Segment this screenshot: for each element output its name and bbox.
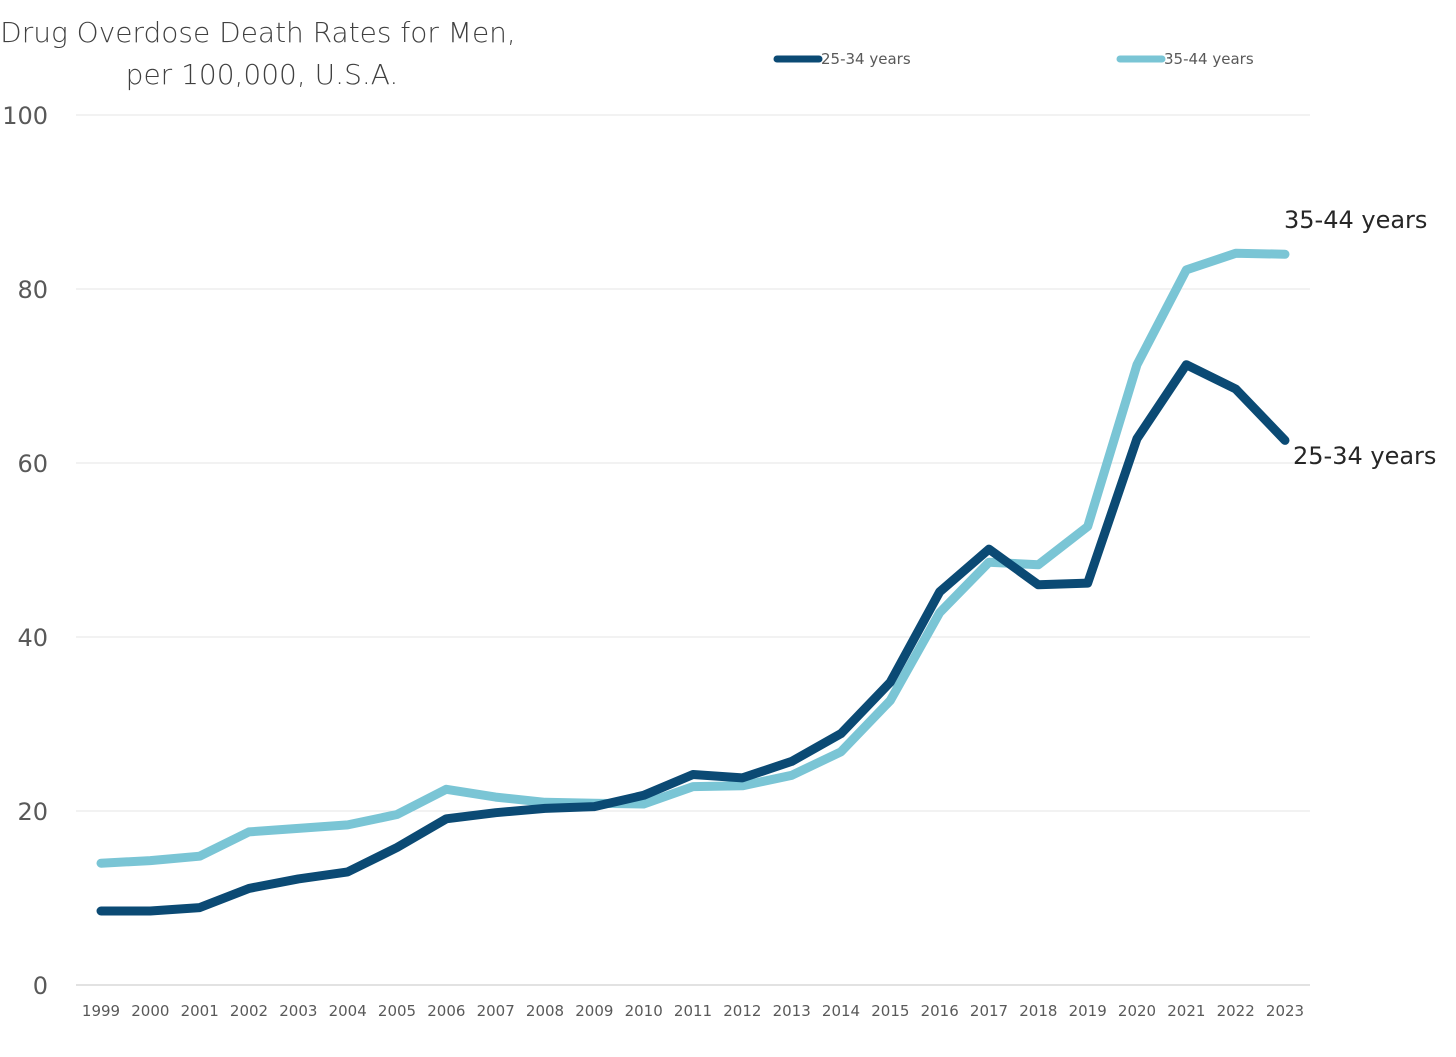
legend-item-25-34: 25-34 years (773, 50, 911, 68)
x-tick-label: 2003 (279, 1002, 317, 1020)
x-tick-label: 2000 (131, 1002, 169, 1020)
x-tick-label: 2016 (921, 1002, 959, 1020)
x-tick-label: 2011 (674, 1002, 712, 1020)
x-tick-label: 2021 (1167, 1002, 1205, 1020)
legend-label-25-34: 25-34 years (821, 50, 911, 68)
x-tick-label: 2004 (329, 1002, 367, 1020)
x-tick-label: 2014 (822, 1002, 860, 1020)
series-lines (96, 248, 1290, 916)
chart-title: Drug Overdose Death Rates for Men, per 1… (0, 16, 516, 91)
series-line-35-44-years (96, 248, 1290, 868)
x-axis: 1999 2000 2001 2002 2003 2004 2005 2006 2007 2008… (76, 984, 1310, 1020)
end-label-25-34-years: 25-34 years (1293, 442, 1436, 470)
y-tick-label: 60 (17, 450, 48, 478)
x-tick-label: 2012 (723, 1002, 761, 1020)
x-tick-label: 2017 (970, 1002, 1008, 1020)
x-tick-label: 1999 (82, 1002, 120, 1020)
x-tick-label: 2009 (575, 1002, 613, 1020)
y-axis: 0 20 40 60 80 100 (2, 102, 48, 1000)
x-tick-label: 2018 (1019, 1002, 1057, 1020)
y-tick-label: 100 (2, 102, 48, 130)
gridlines (76, 114, 1310, 812)
series-line-25-34-years (96, 360, 1290, 916)
x-tick-label: 2001 (181, 1002, 219, 1020)
x-tick-label: 2007 (477, 1002, 515, 1020)
y-tick-label: 20 (17, 798, 48, 826)
x-tick-label: 2023 (1266, 1002, 1304, 1020)
x-tick-label: 2006 (427, 1002, 465, 1020)
x-tick-label: 2002 (230, 1002, 268, 1020)
x-tick-label: 2022 (1217, 1002, 1255, 1020)
legend-item-35-44: 35-44 years (1116, 50, 1254, 68)
legend-label-35-44: 35-44 years (1164, 50, 1254, 68)
x-tick-label: 2010 (625, 1002, 663, 1020)
end-labels: 25-34 years 35-44 years (1284, 206, 1436, 470)
x-tick-label: 2019 (1069, 1002, 1107, 1020)
x-tick-label: 2013 (773, 1002, 811, 1020)
x-tick-label: 2020 (1118, 1002, 1156, 1020)
chart-title-line-1: Drug Overdose Death Rates for Men, (0, 16, 516, 49)
x-tick-label: 2015 (871, 1002, 909, 1020)
x-tick-label: 2008 (526, 1002, 564, 1020)
chart-title-line-2: per 100,000, U.S.A. (126, 58, 399, 91)
y-tick-label: 40 (17, 624, 48, 652)
legend: 25-34 years 35-44 years (773, 50, 1254, 68)
x-tick-label: 2005 (378, 1002, 416, 1020)
end-label-35-44-years: 35-44 years (1284, 206, 1427, 234)
y-tick-label: 80 (17, 276, 48, 304)
y-tick-label: 0 (33, 972, 48, 1000)
